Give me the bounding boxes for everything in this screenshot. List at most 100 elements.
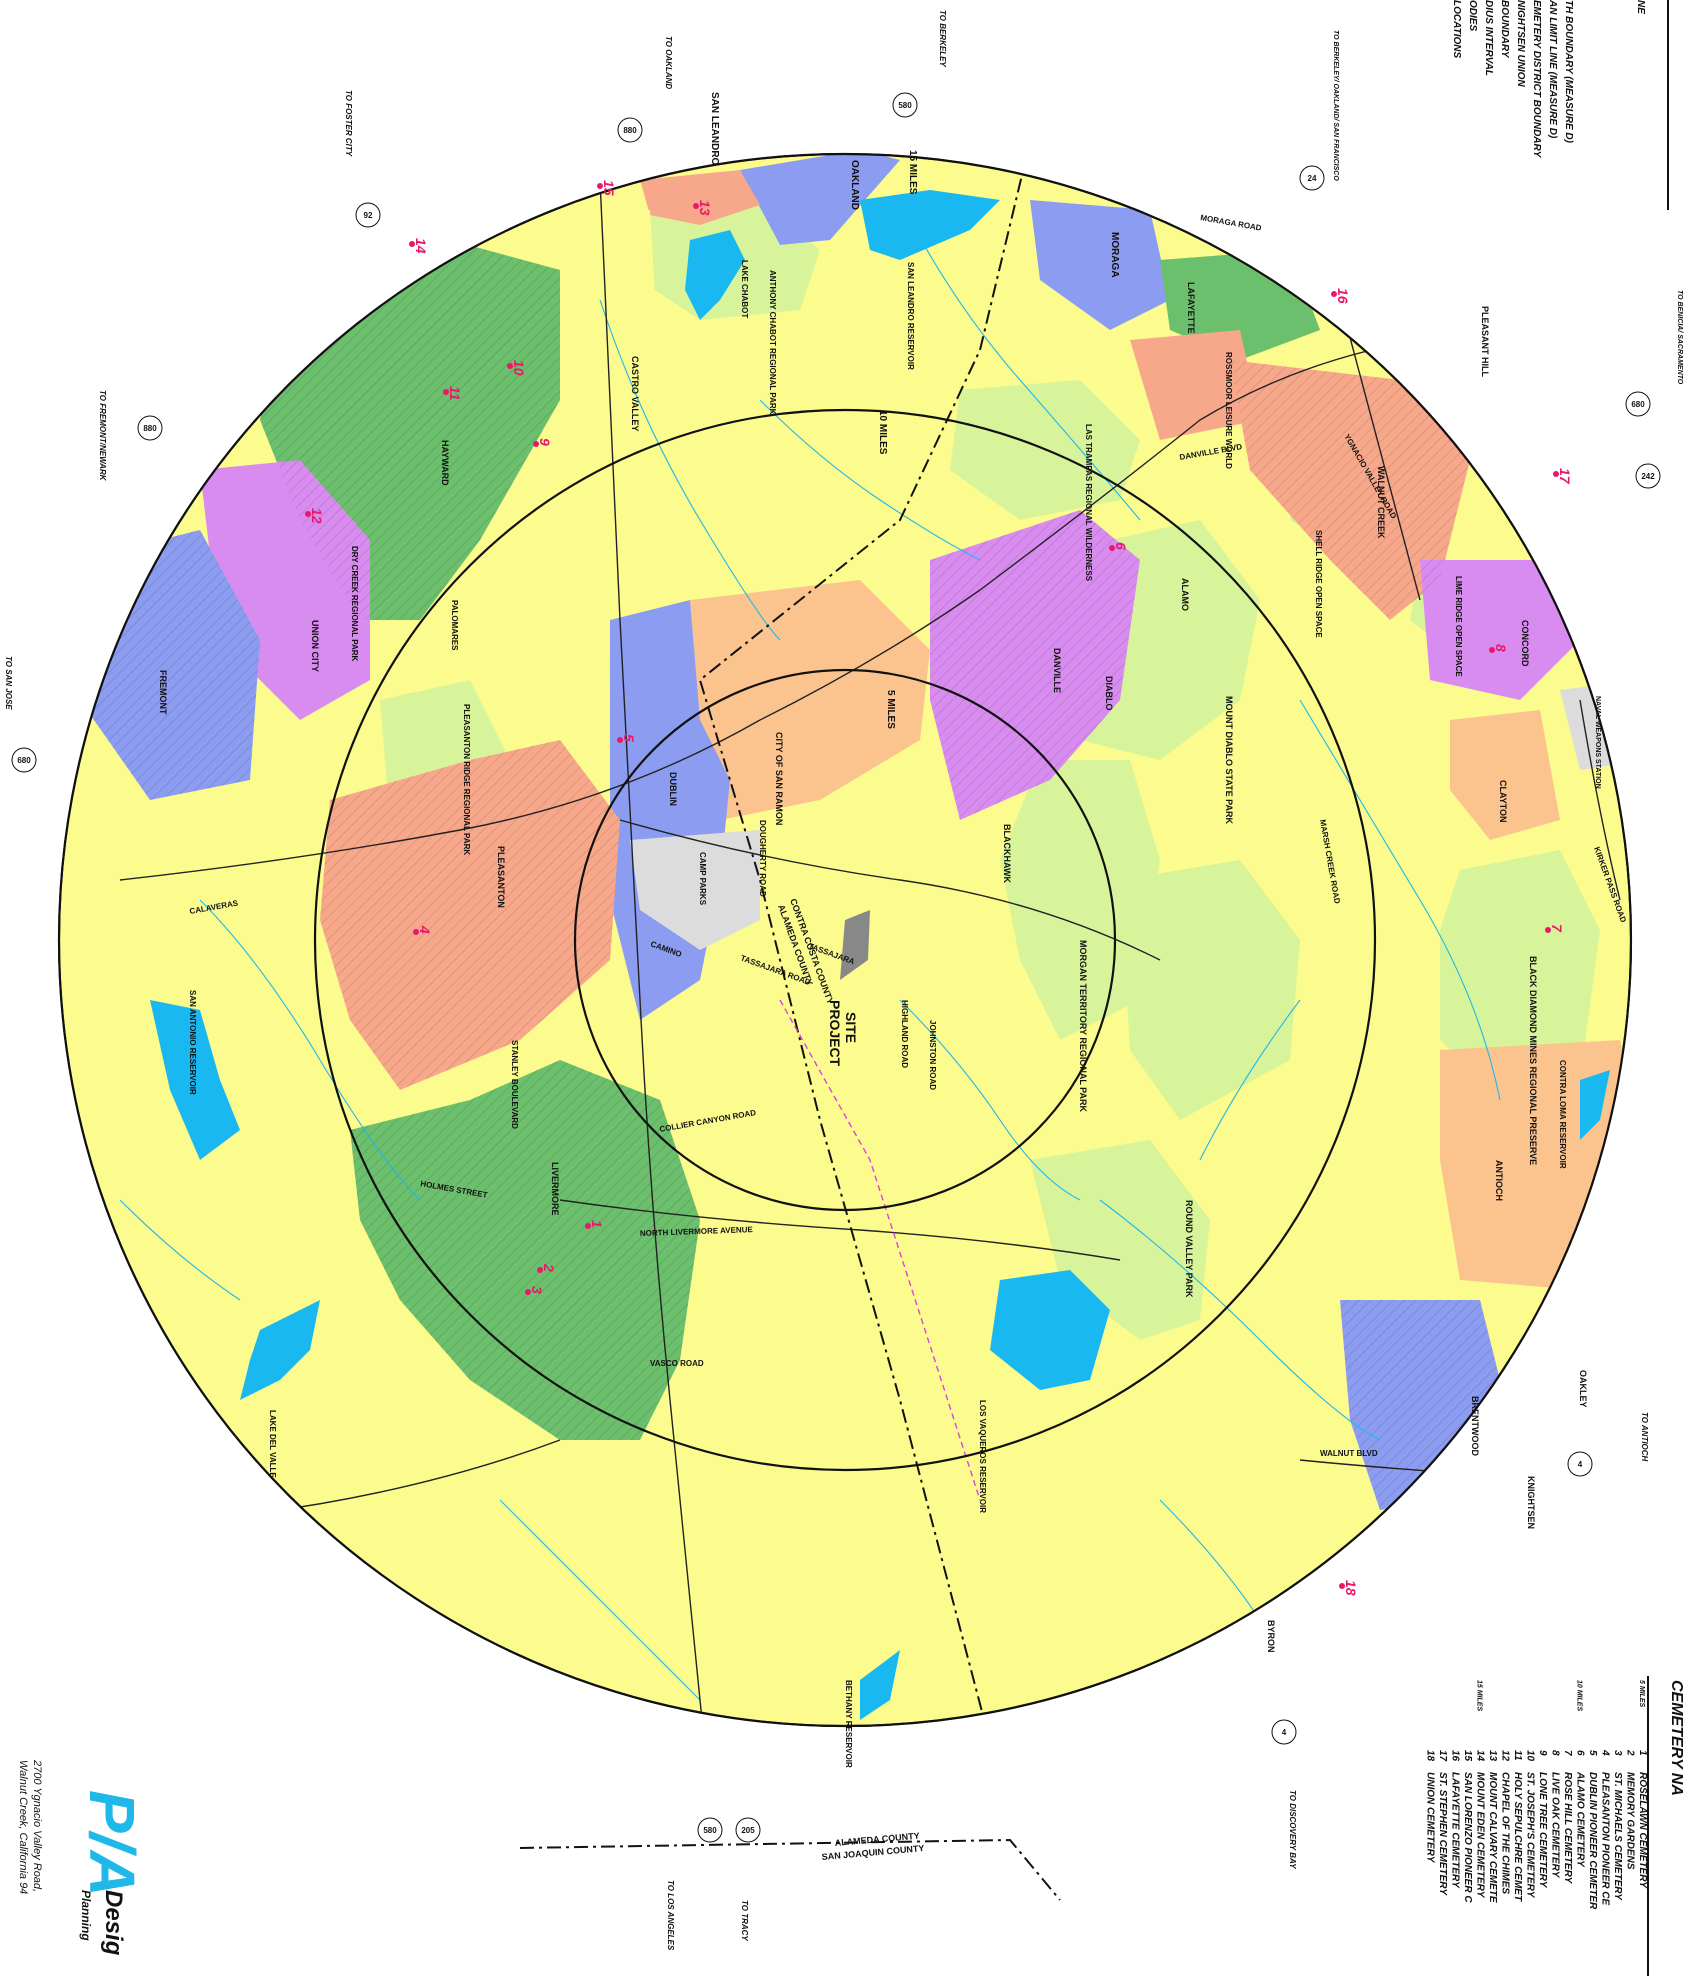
road-label: HIGHLAND ROAD (900, 1000, 909, 1068)
cemetery-row-number: 11 (1512, 1750, 1523, 1761)
park-label-shell-ridge: SHELL RIDGE OPEN SPACE (1314, 530, 1323, 638)
park-label-morgan: MORGAN TERRITORY REGIONAL PARK (1078, 940, 1088, 1113)
cemetery-marker-number: 14 (413, 238, 429, 254)
cemetery-row-name: UNION CEMETERY (1425, 1772, 1436, 1864)
city-castro-valley (560, 200, 660, 400)
city-label-byron: BYRON (1266, 1620, 1276, 1653)
city-label-castro-valley: CASTRO VALLEY (630, 356, 640, 431)
shield-icon (617, 117, 643, 143)
cemetery-marker-number: 11 (447, 386, 463, 401)
park-label-lime-ridge: LIME RIDGE OPEN SPACE (1454, 576, 1463, 677)
city-label-hayward: HAYWARD (440, 440, 450, 486)
cemetery-marker-number: 15 (601, 180, 617, 196)
city-label-brentwood: BRENTWOOD (1470, 1396, 1480, 1456)
shield-label: 680 (17, 756, 31, 765)
destination-label: TO BERKELEY (938, 10, 947, 67)
cemetery-marker-dot (1331, 291, 1337, 297)
city-oakland (740, 154, 900, 245)
cemetery-row-name: ROSE HILL CEMETERY (1562, 1772, 1573, 1885)
city-label-rossmoor: ROSSMOOR LEISURE WORLD (1224, 352, 1233, 469)
city-moraga (1030, 200, 1170, 330)
shield-icon (735, 1817, 761, 1843)
cemetery-group-label: 15 MILES (1476, 1680, 1483, 1711)
cemetery-marker-number: 4 (417, 925, 433, 934)
city-label-oakland: OAKLAND (849, 160, 860, 210)
shield-label: 242 (1641, 472, 1655, 481)
cemetery-marker-number: 5 (621, 734, 637, 742)
lake-del-valle (240, 1300, 320, 1400)
water-label-sl-res: SAN LEANDRO RESERVOIR (906, 262, 915, 370)
shield-label: 880 (143, 424, 157, 433)
city-label-concord: CONCORD (1520, 620, 1530, 667)
cemetery-row-name: MOUNT CALVARY CEMETE (1487, 1772, 1498, 1903)
park-label-camp-parks: CAMP PARKS (698, 852, 707, 906)
city-label-diablo: DIABLO (1104, 676, 1114, 711)
cemetery-row-number: 15 (1462, 1750, 1473, 1762)
ring-label-15: 15 MILES (907, 150, 918, 195)
city-label-oakley: OAKLEY (1578, 1370, 1588, 1408)
cemetery-marker-number: 12 (309, 508, 325, 524)
cemetery-marker-dot (537, 1267, 543, 1273)
destination-label: TO ANTIOCH (1640, 1412, 1649, 1462)
water-label-bethany: BETHANY RESERVOIR (844, 1680, 853, 1768)
destination-label: TO TRACY (740, 1900, 749, 1941)
city-label-livermore: LIVERMORE (550, 1162, 560, 1216)
city-san-leandro (640, 170, 760, 225)
cemetery-marker-dot (597, 183, 603, 189)
ring-label-10: 10 MILES (877, 410, 888, 455)
stream-network (119, 199, 1501, 1701)
destination-label: TO BENICIA/ SACRAMENTO (1676, 290, 1683, 385)
city-label-knightsen: KNIGHTSEN (1526, 1476, 1536, 1529)
cemetery-marker-dot (693, 203, 699, 209)
cemetery-row-number: 18 (1425, 1750, 1436, 1762)
city-labels: OAKLAND SAN LEANDRO MORAGA LAFAYETTE PLE… (158, 92, 1588, 1653)
legend-line: LOCATIONS (1451, 0, 1462, 58)
cemetery-row-name: HOLY SEPULCHRE CEMET (1512, 1772, 1523, 1902)
park-label-las-trampas: LAS TRAMPAS REGIONAL WILDERNESS (1084, 424, 1093, 582)
cemetery-row-name: DUBLIN PIONEER CEMETER (1587, 1772, 1598, 1910)
shield-icon (1625, 391, 1651, 417)
park-label-black-diamond: BLACK DIAMOND MINES REGIONAL PRESERVE (1528, 956, 1538, 1165)
cemetery-row-name: MOUNT EDEN CEMETERY (1475, 1772, 1486, 1899)
project-site-line2: SITE (843, 1012, 859, 1043)
cemetery-marker-number: 7 (1549, 924, 1565, 933)
city-label-walnut-creek: WALNUT CREEK (1376, 466, 1386, 539)
cemetery-marker-dot (585, 1223, 591, 1229)
cemetery-row-number: 2 (1625, 1749, 1636, 1756)
legend-line: TH BOUNDARY (MEASURE D) (1563, 0, 1574, 144)
san-antonio-reservoir (150, 1000, 240, 1160)
cemetery-row-number: 1 (1637, 1750, 1648, 1756)
water-label-san-antonio: SAN ANTONIO RESERVOIR (188, 990, 197, 1095)
legend-line: DIUS INTERVAL (1483, 0, 1494, 76)
shield-icon (1567, 1451, 1593, 1477)
cemetery-marker-dot (413, 929, 419, 935)
city-antioch (1440, 1040, 1631, 1290)
cemetery-row-number: 4 (1600, 1749, 1611, 1756)
city-label-moraga: MORAGA (1109, 232, 1120, 278)
cemetery-row-name: PLEASANTON PIONEER CE (1600, 1772, 1611, 1905)
water-label-lake-chabot: LAKE CHABOT (740, 260, 749, 318)
cemetery-row-number: 3 (1612, 1750, 1623, 1756)
park-label-pleasanton-ridge: PLEASANTON RIDGE REGIONAL PARK (462, 704, 471, 855)
city-label-dublin: DUBLIN (668, 772, 678, 806)
shield-label: 4 (1282, 1728, 1287, 1737)
shield-label: 580 (898, 101, 912, 110)
cemetery-marker-dot (1545, 927, 1551, 933)
shield-label: 880 (623, 126, 637, 135)
cemetery-row-number: 17 (1437, 1750, 1448, 1762)
firm-block: P/A Desig Planning 2700 Ygnacio Valley R… (17, 1759, 148, 1956)
cemetery-marker-dot (305, 511, 311, 517)
city-label-pleasant-hill: PLEASANT HILL (1480, 306, 1490, 378)
cemetery-marker-number: 3 (529, 1286, 545, 1294)
cemetery-marker-dot (1553, 471, 1559, 477)
project-site-label: PROJECT SITE (827, 1000, 859, 1070)
legend-line: ODIES (1467, 0, 1478, 31)
road-label: WALNUT BLVD (1320, 1449, 1378, 1458)
cemetery-marker-dot (617, 737, 623, 743)
shield-icon (892, 92, 918, 118)
city-label-fremont: FREMONT (158, 670, 168, 715)
park-label-round-valley: ROUND VALLEY PARK (1184, 1200, 1194, 1298)
road-label: JOHNSTON ROAD (928, 1020, 937, 1090)
cemetery-row-number: 16 (1450, 1750, 1461, 1762)
